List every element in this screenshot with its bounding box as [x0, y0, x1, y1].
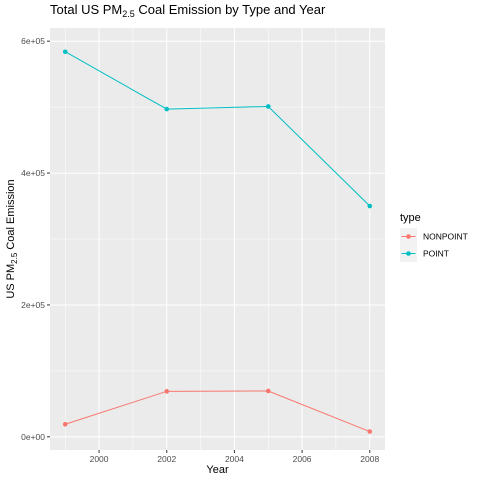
legend-title: type — [400, 212, 421, 224]
x-axis-title: Year — [206, 464, 229, 476]
series-line-point — [64, 51, 371, 207]
y-tick-label: 4e+05 — [21, 168, 45, 178]
legend-label-nonpoint: NONPOINT — [423, 232, 468, 242]
legend-label-point: POINT — [423, 249, 449, 259]
x-tick-label: 2006 — [293, 454, 312, 464]
y-axis-title: US PM2.5 Coal Emission — [5, 179, 19, 298]
data-point-nonpoint — [367, 429, 373, 434]
chart-title: Total US PM2.5 Coal Emission by Type and… — [50, 2, 326, 19]
legend: type NONPOINT POINT — [400, 212, 468, 262]
data-point-nonpoint — [164, 389, 170, 394]
x-tick-label: 2008 — [360, 454, 379, 464]
y-axis: 0e+00 2e+05 4e+05 6e+05 — [21, 36, 50, 442]
grid-minor — [50, 28, 385, 450]
grid-major — [50, 28, 385, 450]
data-point-point — [367, 203, 373, 209]
data-point-point — [265, 104, 271, 109]
series-line-nonpoint — [65, 390, 370, 433]
x-axis: 2000 2002 2004 2006 2008 — [90, 450, 379, 464]
data-point-point — [62, 49, 68, 55]
data-point-nonpoint — [265, 388, 271, 394]
x-tick-label: 2002 — [157, 454, 176, 464]
x-tick-label: 2004 — [225, 454, 244, 464]
series-layer — [62, 49, 373, 434]
y-tick-label: 2e+05 — [21, 300, 45, 310]
y-tick-label: 6e+05 — [21, 36, 45, 46]
data-point-point — [164, 106, 170, 112]
data-point-nonpoint — [62, 421, 68, 427]
y-tick-label: 0e+00 — [21, 432, 45, 442]
legend-point-point — [406, 251, 411, 256]
legend-point-nonpoint — [406, 234, 411, 239]
x-tick-label: 2000 — [90, 454, 109, 464]
